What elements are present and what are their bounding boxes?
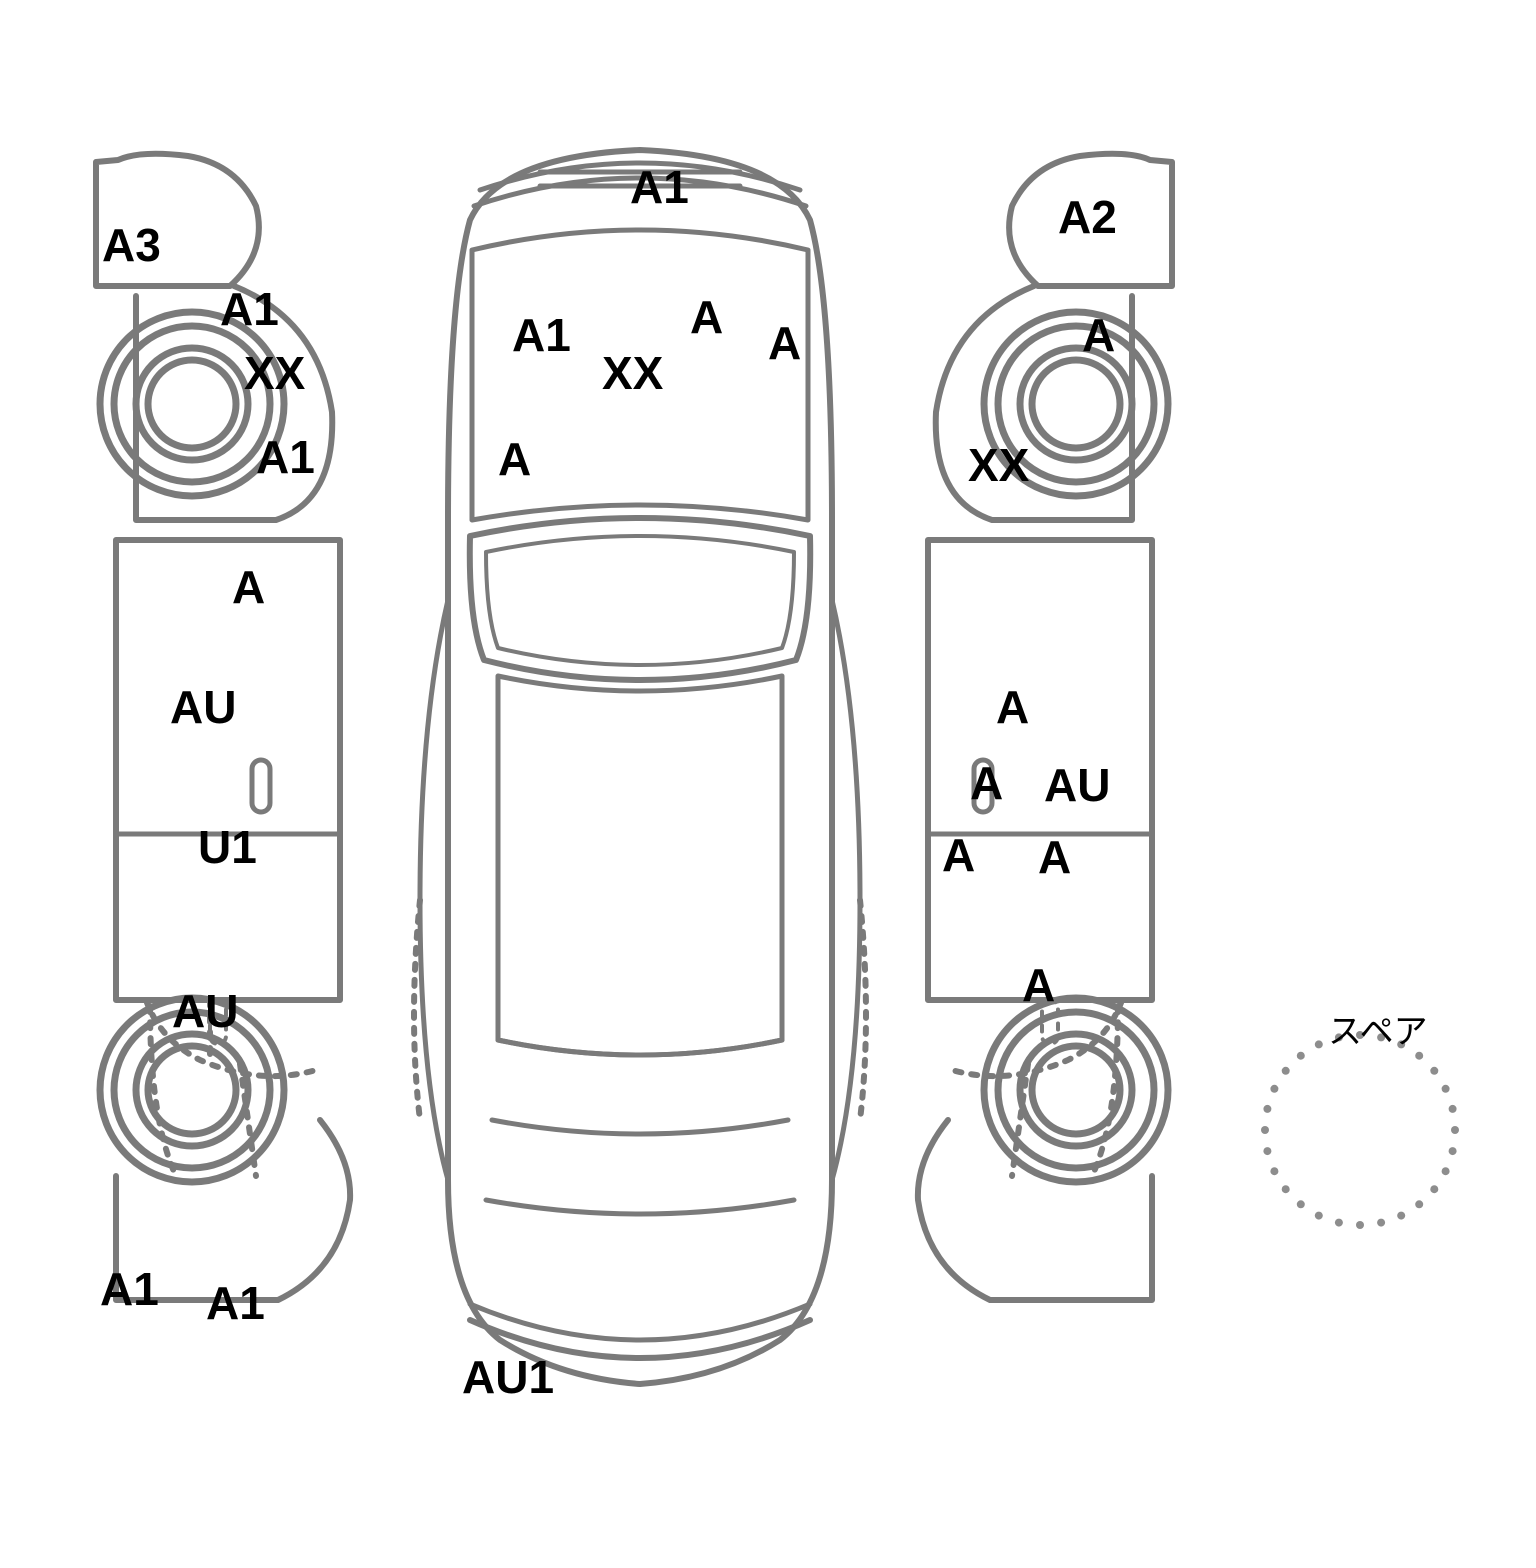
damage-code-label: A [1082, 308, 1115, 362]
damage-code-label: A1 [206, 1276, 265, 1330]
spare-tire-label: スペア [1328, 1004, 1428, 1053]
damage-code-label: A2 [1058, 190, 1117, 244]
damage-code-label: A [690, 290, 723, 344]
damage-code-label: A [768, 316, 801, 370]
damage-code-label: XX [244, 346, 305, 400]
damage-code-label: AU [170, 680, 236, 734]
damage-code-label: A1 [630, 160, 689, 214]
damage-code-label: A1 [256, 430, 315, 484]
damage-code-label: A [942, 828, 975, 882]
damage-code-label: A [1022, 958, 1055, 1012]
damage-code-label: A3 [102, 218, 161, 272]
damage-code-label: A [1038, 830, 1071, 884]
damage-code-label: A1 [512, 308, 571, 362]
spare-tire-group [1261, 1031, 1459, 1229]
damage-code-label: U1 [198, 820, 257, 874]
damage-code-label: A [232, 560, 265, 614]
damage-code-label: A1 [220, 282, 279, 336]
vehicle-diagram-svg [0, 0, 1536, 1568]
damage-code-label: AU [172, 984, 238, 1038]
damage-code-label: AU [1044, 758, 1110, 812]
damage-code-label: XX [968, 438, 1029, 492]
damage-code-label: AU1 [462, 1350, 554, 1404]
damage-code-label: A [996, 680, 1029, 734]
damage-code-label: A [970, 756, 1003, 810]
damage-code-label: A [498, 432, 531, 486]
damage-code-label: XX [602, 346, 663, 400]
damage-code-label: A1 [100, 1262, 159, 1316]
vehicle-diagram-stage: A1A3A2A1AA1AAXXXXA1AXXAAUAAAUU1AAAAUA1A1… [0, 0, 1536, 1568]
